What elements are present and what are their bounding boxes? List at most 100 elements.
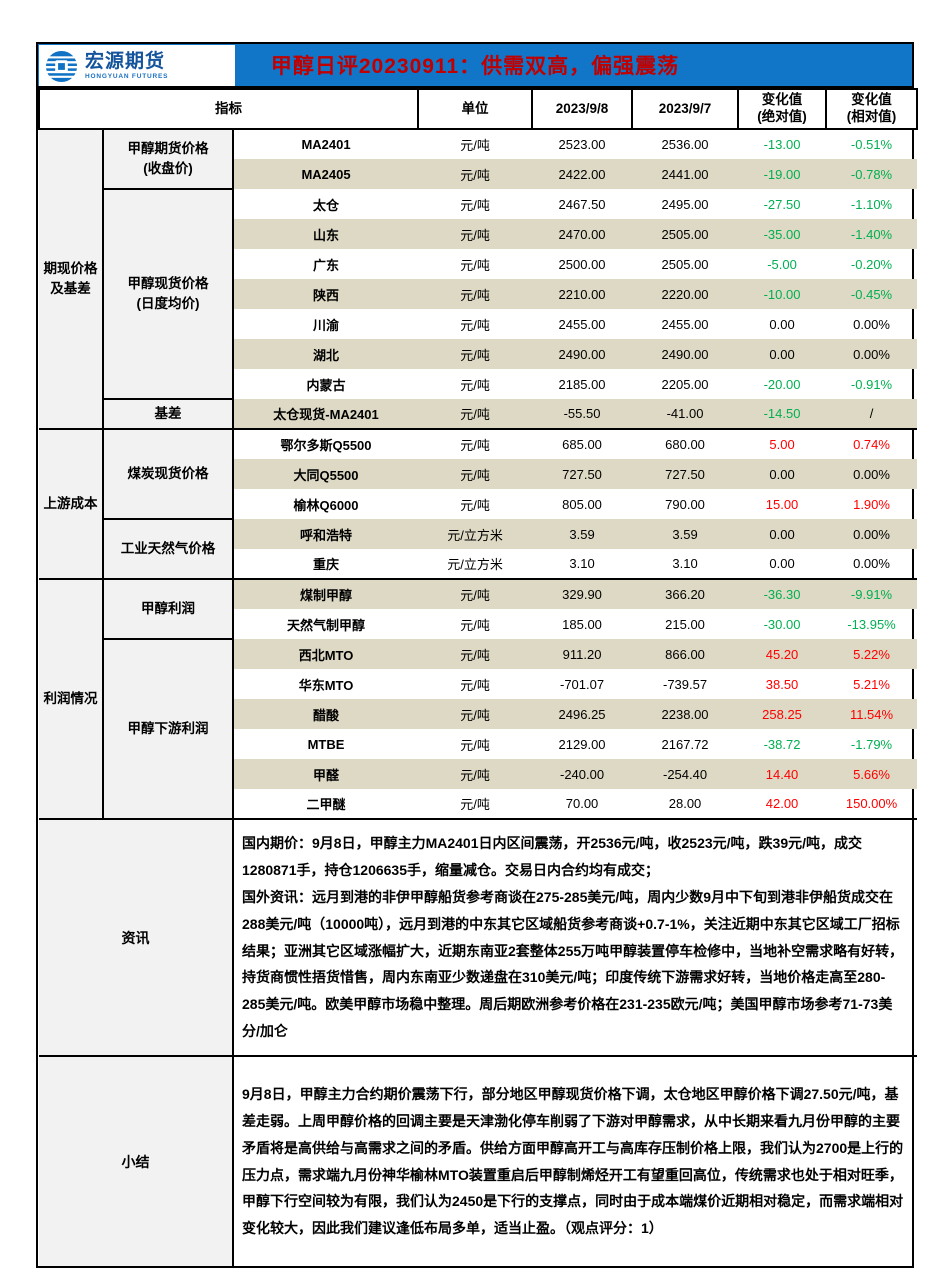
indicator-name-cell: 天然气制甲醇 bbox=[287, 617, 366, 633]
unit-cell: 元/吨 bbox=[418, 759, 533, 789]
table-row: 内蒙古 元/吨 2185.00 2205.00 -20.00 -0.91% bbox=[39, 369, 917, 399]
value-current-cell: -701.07 bbox=[559, 676, 605, 692]
report-title: 甲醇日评20230911：供需双高，偏强震荡 bbox=[270, 55, 680, 78]
table-row: 基差 太仓现货-MA2401 元/吨 -55.50 -41.00 -14.50/ bbox=[39, 399, 918, 430]
indicator-name-cell: 太仓现货-MA2401 bbox=[233, 399, 419, 429]
value-previous-cell: 2220.00 bbox=[632, 279, 739, 309]
company-logo: 宏源期货 HONGYUAN FUTURES bbox=[39, 45, 235, 86]
group-label: 利润情况 bbox=[39, 578, 104, 819]
value-current-cell: 727.50 bbox=[532, 459, 633, 489]
unit-cell: 元/吨 bbox=[418, 639, 533, 669]
table-row: MTBE 元/吨 2129.00 2167.72 -38.72 -1.79% bbox=[39, 729, 917, 759]
change-rel-cell: 150.00% bbox=[845, 796, 898, 811]
value-current-cell: 2185.00 bbox=[558, 376, 606, 392]
globe-logo-icon bbox=[45, 50, 78, 82]
value-current-cell: 805.00 bbox=[562, 496, 602, 512]
value-previous-cell: 366.20 bbox=[632, 578, 739, 609]
value-previous-cell: 3.59 bbox=[632, 519, 739, 549]
indicator-name-cell: 榆林Q6000 bbox=[293, 497, 359, 513]
value-previous-cell: 3.10 bbox=[672, 556, 698, 571]
change-abs-cell: 45.20 bbox=[738, 639, 827, 669]
unit-cell: 元/立方米 bbox=[418, 519, 533, 549]
indicator-name-cell: 湖北 bbox=[233, 339, 419, 369]
value-previous-cell: -739.57 bbox=[662, 676, 708, 692]
news-paragraph-international: 国外资讯：远月到港的非伊甲醇船货参考商谈在275-285美元/吨，周内少数9月中… bbox=[242, 888, 904, 1040]
indicator-name-cell: MTBE bbox=[307, 736, 345, 752]
unit-cell: 元/吨 bbox=[418, 219, 533, 249]
header-date-previous: 2023/9/7 bbox=[631, 88, 740, 130]
value-previous-cell: -41.00 bbox=[632, 399, 739, 429]
change-abs-cell: 0.00 bbox=[738, 459, 827, 489]
table-row: 醋酸 元/吨 2496.25 2238.00 258.25 11.54% bbox=[39, 699, 918, 729]
value-current-cell: 2500.00 bbox=[558, 256, 606, 272]
change-abs-cell: -38.72 bbox=[763, 736, 801, 752]
change-abs-cell: -13.00 bbox=[738, 128, 827, 159]
change-rel-cell: -0.45% bbox=[826, 279, 918, 309]
value-current-cell: 2467.50 bbox=[558, 196, 606, 212]
indicator-name-cell: 陕西 bbox=[233, 279, 419, 309]
news-content: 国内期价：9月8日，甲醇主力MA2401日内区间震荡，开2536元/吨，收252… bbox=[233, 818, 918, 1056]
summary-row: 小结 9月8日，甲醇主力合约期价震荡下行，部分地区甲醇现货价格下调，太仓地区甲醇… bbox=[39, 1055, 918, 1266]
value-current-cell: 2496.25 bbox=[532, 699, 633, 729]
unit-cell: 元/吨 bbox=[418, 159, 533, 189]
subgroup-label: 工业天然气价格 bbox=[103, 519, 234, 580]
indicator-name-cell: 内蒙古 bbox=[306, 377, 346, 393]
change-rel-cell: 1.90% bbox=[853, 496, 890, 512]
change-rel-cell: -13.95% bbox=[847, 616, 896, 632]
table-header-row: 指标 单位 2023/9/8 2023/9/7 变化值 (绝对值) 变化值 (相… bbox=[37, 88, 919, 130]
news-paragraph-domestic: 国内期价：9月8日，甲醇主力MA2401日内区间震荡，开2536元/吨，收252… bbox=[242, 835, 863, 878]
change-rel-cell: -1.10% bbox=[850, 196, 893, 212]
value-previous-cell: 2490.00 bbox=[632, 339, 739, 369]
daily-report: 甲醇日评20230911：供需双高，偏强震荡 宏源期货 HONGYUAN FUT… bbox=[36, 42, 919, 1268]
change-abs-cell: -14.50 bbox=[738, 399, 827, 429]
value-previous-cell: 28.00 bbox=[668, 796, 702, 811]
indicator-name-cell: 甲醛 bbox=[233, 759, 419, 789]
change-rel-cell: -0.51% bbox=[826, 128, 918, 159]
value-current-cell: 3.10 bbox=[569, 556, 595, 571]
change-abs-cell: 258.25 bbox=[738, 699, 827, 729]
change-abs-cell: 5.00 bbox=[738, 428, 827, 459]
indicator-name-cell: 重庆 bbox=[313, 557, 340, 572]
table-row: 甲醇下游利润 西北MTO 元/吨 911.20 866.00 45.20 5.22% bbox=[39, 639, 918, 820]
change-abs-cell: 0.00 bbox=[769, 556, 795, 571]
table-row: 大同Q5500 元/吨 727.50 727.50 0.00 0.00% bbox=[39, 459, 918, 489]
indicator-name-cell: 川渝 bbox=[313, 317, 340, 333]
news-row: 资讯 国内期价：9月8日，甲醇主力MA2401日内区间震荡，开2536元/吨，收… bbox=[39, 818, 918, 1056]
value-previous-cell: 727.50 bbox=[632, 459, 739, 489]
table-row: 工业天然气价格 呼和浩特 元/立方米 3.59 3.59 0.00 0.00% bbox=[39, 519, 918, 580]
change-abs-cell: 42.00 bbox=[765, 796, 799, 811]
change-rel-cell: 5.21% bbox=[853, 676, 890, 692]
subgroup-label: 甲醇期货价格 (收盘价) bbox=[103, 128, 234, 190]
header-unit: 单位 bbox=[417, 88, 534, 130]
change-rel-cell: 5.66% bbox=[826, 759, 918, 789]
value-previous-cell: -254.40 bbox=[632, 759, 739, 789]
value-previous-cell: 2505.00 bbox=[632, 219, 739, 249]
value-current-cell: 2422.00 bbox=[532, 159, 633, 189]
value-previous-cell: 790.00 bbox=[665, 496, 705, 512]
table-row: 重庆 元/立方米 3.10 3.10 0.00 0.00% bbox=[39, 549, 917, 579]
table-row: 甲醇现货价格 (日度均价) 太仓 元/吨 2467.50 2495.00 -27.50 -1… bbox=[39, 189, 917, 400]
news-label: 资讯 bbox=[39, 818, 234, 1056]
change-rel-cell: -0.20% bbox=[850, 256, 893, 272]
change-rel-cell: 11.54% bbox=[826, 699, 918, 729]
logo-text-cn: 宏源期货 bbox=[85, 51, 166, 72]
unit-cell: 元/吨 bbox=[418, 399, 533, 429]
value-current-cell: 329.90 bbox=[532, 578, 633, 609]
indicator-name-cell: 二甲醚 bbox=[306, 797, 346, 812]
value-previous-cell: 2495.00 bbox=[661, 196, 709, 212]
unit-cell: 元/吨 bbox=[460, 257, 490, 273]
table-row: 利润情况 甲醇利润 煤制甲醇 元/吨 329.90 366.20 -36.30 -9.91% bbox=[39, 578, 918, 819]
value-current-cell: 2455.00 bbox=[558, 316, 606, 332]
change-rel-cell: 0.74% bbox=[826, 428, 918, 459]
value-current-cell: 2523.00 bbox=[532, 128, 633, 159]
header-date-current: 2023/9/8 bbox=[531, 88, 634, 130]
unit-cell: 元/吨 bbox=[460, 617, 490, 633]
indicator-name-cell: 西北MTO bbox=[233, 639, 419, 669]
indicator-name-cell: MA2405 bbox=[233, 159, 419, 189]
change-abs-cell: 14.40 bbox=[738, 759, 827, 789]
table-row: 天然气制甲醇 元/吨 185.00 215.00 -30.00 -13.95% bbox=[39, 609, 917, 639]
value-previous-cell: 2455.00 bbox=[661, 316, 709, 332]
subgroup-label: 甲醇利润 bbox=[103, 578, 234, 640]
group-label: 上游成本 bbox=[39, 428, 104, 579]
change-rel-cell: 0.00% bbox=[853, 556, 890, 571]
